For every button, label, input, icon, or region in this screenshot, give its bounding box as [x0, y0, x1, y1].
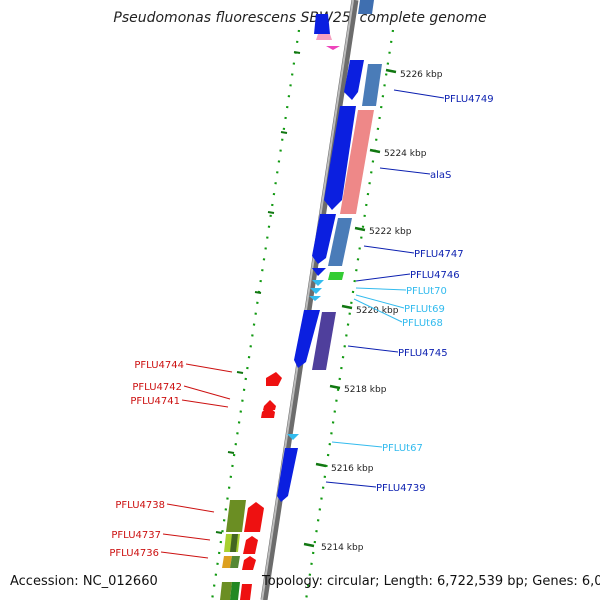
- gene-4747b: [312, 214, 336, 264]
- label-PFLU4741[interactable]: PFLU4741: [130, 396, 180, 407]
- gene-bottom-red: [240, 584, 252, 600]
- tick-label-5222: 5222 kbp: [369, 227, 412, 237]
- label-PFLUt69[interactable]: PFLUt69: [404, 304, 445, 315]
- plus-label-leaders: [325, 89, 445, 488]
- gene-4748b: [324, 106, 356, 210]
- label-PFLUt68[interactable]: PFLUt68: [402, 318, 443, 329]
- gene-PFLU4737-inner: [230, 534, 238, 552]
- gene-PFLU4747: [328, 218, 352, 266]
- gene-PFLU4746: [328, 272, 344, 280]
- tick-label-5218: 5218 kbp: [344, 385, 387, 395]
- label-PFLU4736[interactable]: PFLU4736: [109, 548, 159, 559]
- label-PFLU4739[interactable]: PFLU4739: [376, 483, 426, 494]
- tick-label-5226: 5226 kbp: [400, 70, 443, 80]
- label-PFLU4746[interactable]: PFLU4746: [410, 270, 460, 281]
- tick-label-5214: 5214 kbp: [321, 543, 364, 553]
- gene-4746b: [312, 268, 326, 276]
- genome-backbone: [260, 0, 359, 600]
- gene-PFLU4739: [277, 448, 298, 502]
- label-PFLU4745[interactable]: PFLU4745: [398, 348, 448, 359]
- gene-top-blue-partial: [358, 0, 374, 14]
- gene-top-pink: [316, 34, 332, 40]
- trna-PFLUt69: [310, 288, 322, 294]
- label-alaS[interactable]: alaS: [430, 170, 451, 181]
- gene-PFLU4738-arrow: [244, 502, 264, 532]
- gene-4750: [344, 60, 364, 100]
- label-PFLUt70[interactable]: PFLUt70: [406, 286, 447, 297]
- label-PFLU4744[interactable]: PFLU4744: [134, 360, 184, 371]
- gene-top-pink-marker: [326, 46, 340, 50]
- gene-alaS: [340, 110, 374, 214]
- minus-label-leaders: [160, 363, 233, 559]
- label-PFLU4737[interactable]: PFLU4737: [111, 530, 161, 541]
- gene-PFLU4737-arrow: [243, 536, 258, 554]
- label-PFLU4747[interactable]: PFLU4747: [414, 249, 464, 260]
- gene-PFLU4749: [362, 64, 382, 106]
- trna-PFLUt70: [312, 280, 324, 286]
- gene-PFLU4744: [266, 372, 282, 386]
- label-PFLU4749[interactable]: PFLU4749: [444, 94, 494, 105]
- gene-bottom-green: [230, 582, 240, 600]
- gene-PFLU4745: [312, 312, 336, 370]
- genome-backbone-highlight: [261, 0, 354, 600]
- gene-PFLU4736-arrow: [242, 556, 256, 570]
- tick-label-5220: 5220 kbp: [356, 306, 399, 316]
- outer-tick-marks: [303, 68, 397, 548]
- trna-PFLUt67: [287, 434, 299, 440]
- gene-bottom-olive: [220, 582, 232, 600]
- gene-PFLU4736-a: [222, 556, 232, 568]
- label-PFLUt67[interactable]: PFLUt67: [382, 443, 423, 454]
- map-title: Pseudomonas fluorescens SBW25, complete …: [113, 10, 487, 26]
- gene-PFLU4741: [261, 406, 275, 418]
- gene-PFLU4738: [226, 500, 246, 532]
- gene-4745b: [294, 310, 320, 368]
- tick-label-5216: 5216 kbp: [331, 464, 374, 474]
- accession-text: Accession: NC_012660: [10, 574, 158, 589]
- label-PFLU4742[interactable]: PFLU4742: [132, 382, 182, 393]
- gene-PFLU4742: [263, 400, 276, 410]
- trna-PFLUt68: [309, 296, 321, 301]
- gene-top-partial: [314, 14, 330, 34]
- label-PFLU4738[interactable]: PFLU4738: [115, 500, 165, 511]
- tick-label-5224: 5224 kbp: [384, 149, 427, 159]
- inner-tick-marks: [215, 51, 301, 534]
- gene-PFLU4736-b: [230, 556, 240, 568]
- genome-summary-text: Topology: circular; Length: 6,722,539 bp…: [262, 574, 600, 589]
